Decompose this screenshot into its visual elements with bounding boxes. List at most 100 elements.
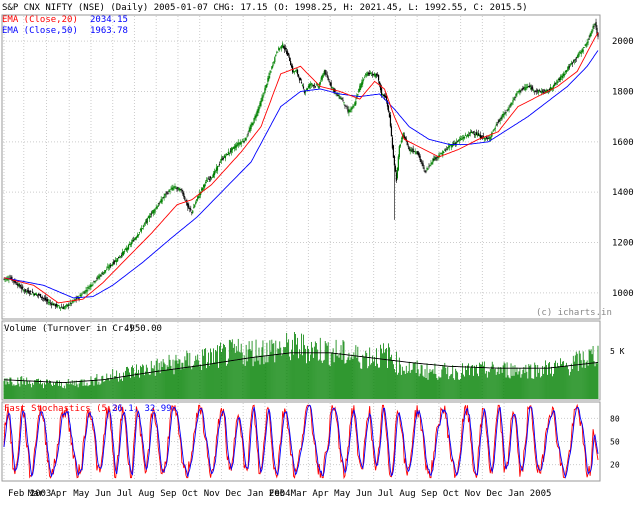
month-tick-label: Sep [421, 489, 437, 499]
price-candle-body [585, 43, 587, 47]
price-candle-body [183, 193, 185, 198]
price-candle-body [597, 32, 599, 37]
price-candle-body [596, 27, 598, 34]
price-candle-body [371, 75, 373, 76]
price-candle-body [212, 173, 215, 178]
price-candle-body [557, 78, 560, 81]
price-candle-body [99, 275, 101, 277]
price-candle-body [445, 150, 447, 152]
price-candle-body [83, 292, 85, 294]
price-candle-body [64, 305, 66, 308]
price-candle-body [455, 142, 457, 144]
price-candle-body [406, 141, 408, 146]
price-candle-body [116, 260, 118, 263]
price-candle-body [90, 284, 92, 288]
price-candle-body [267, 78, 269, 83]
price-candle-body [379, 84, 382, 91]
month-tick-label: Jun [95, 489, 111, 499]
price-candle-body [535, 90, 537, 92]
price-candle-body [84, 290, 86, 294]
price-candle-body [51, 303, 54, 305]
price-candle-body [209, 176, 212, 179]
price-candle-body [548, 89, 551, 90]
price-candle-body [39, 294, 42, 298]
price-candle-body [4, 278, 6, 280]
price-candle-body [121, 255, 123, 256]
price-candle-body [129, 244, 132, 246]
price-candle-body [473, 134, 476, 135]
price-candle-body [185, 200, 187, 202]
price-candle-body [89, 285, 91, 288]
price-candle-body [589, 34, 591, 37]
price-candle-body [505, 112, 507, 113]
price-candle-body [237, 142, 239, 146]
price-candle-body [425, 170, 427, 172]
price-candle-body [57, 305, 59, 306]
price-candle-body [215, 167, 218, 172]
price-candle-body [46, 299, 49, 302]
price-candle-body [137, 234, 140, 236]
price-candle-body [573, 59, 575, 62]
price-candle-body [565, 70, 567, 73]
price-candle-body [280, 46, 282, 48]
price-candle-body [343, 101, 345, 103]
price-candle-body [320, 77, 322, 80]
price-candle-body [130, 242, 133, 245]
price-candle-body [556, 81, 559, 83]
price-candle-body [168, 189, 170, 192]
price-candle-body [352, 106, 354, 108]
price-candle-body [593, 25, 595, 27]
price-candle-body [56, 305, 58, 307]
price-candle-body [508, 108, 510, 110]
price-candle-body [321, 75, 323, 80]
price-candle-body [538, 90, 540, 93]
price-candle-body [349, 110, 351, 112]
price-candle-body [487, 138, 489, 140]
price-candle-body [511, 102, 513, 104]
price-candle-body [187, 203, 189, 208]
price-candle-body [161, 199, 163, 202]
stochastic-tick-label: 50 [610, 438, 620, 447]
price-candle-body [499, 119, 501, 121]
price-candle-body [552, 85, 555, 88]
price-candle-body [242, 141, 244, 143]
month-tick-label: Oct [443, 489, 459, 499]
price-candle-body [93, 280, 95, 282]
price-candle-body [167, 193, 169, 194]
price-candle-body [518, 90, 520, 93]
price-candle-body [232, 146, 234, 149]
price-candle-body [584, 44, 586, 46]
price-candle-body [197, 196, 199, 200]
price-candle-body [409, 149, 411, 151]
month-tick-label: Apr [50, 489, 67, 499]
price-candle-body [284, 47, 286, 50]
price-candle-body [370, 72, 372, 74]
price-candle-body [314, 86, 316, 88]
price-candle-body [13, 280, 15, 282]
price-candle-body [345, 105, 347, 107]
price-candle-body [407, 145, 409, 147]
price-candle-body [222, 158, 225, 160]
price-candle-body [539, 90, 541, 92]
price-candle-body [327, 77, 329, 81]
price-candle-body [96, 278, 98, 279]
price-candle-body [550, 87, 553, 90]
price-candle-body [38, 294, 41, 296]
price-candle-body [287, 51, 289, 56]
stochastic-panel [1, 401, 601, 482]
price-candle-body [147, 216, 149, 218]
price-candle-body [336, 93, 338, 95]
month-tick-label: Aug [399, 489, 415, 499]
price-candle-body [506, 109, 508, 111]
price-candle-body [547, 91, 550, 93]
price-candle-body [152, 210, 154, 214]
price-candle-body [437, 156, 439, 158]
price-candle-body [507, 109, 509, 111]
price-candle-body [233, 147, 235, 149]
price-candle-body [570, 63, 572, 65]
price-candle-body [248, 129, 250, 132]
price-candle-body [365, 73, 367, 76]
price-candle-body [225, 153, 227, 155]
price-candle-body [123, 250, 126, 252]
